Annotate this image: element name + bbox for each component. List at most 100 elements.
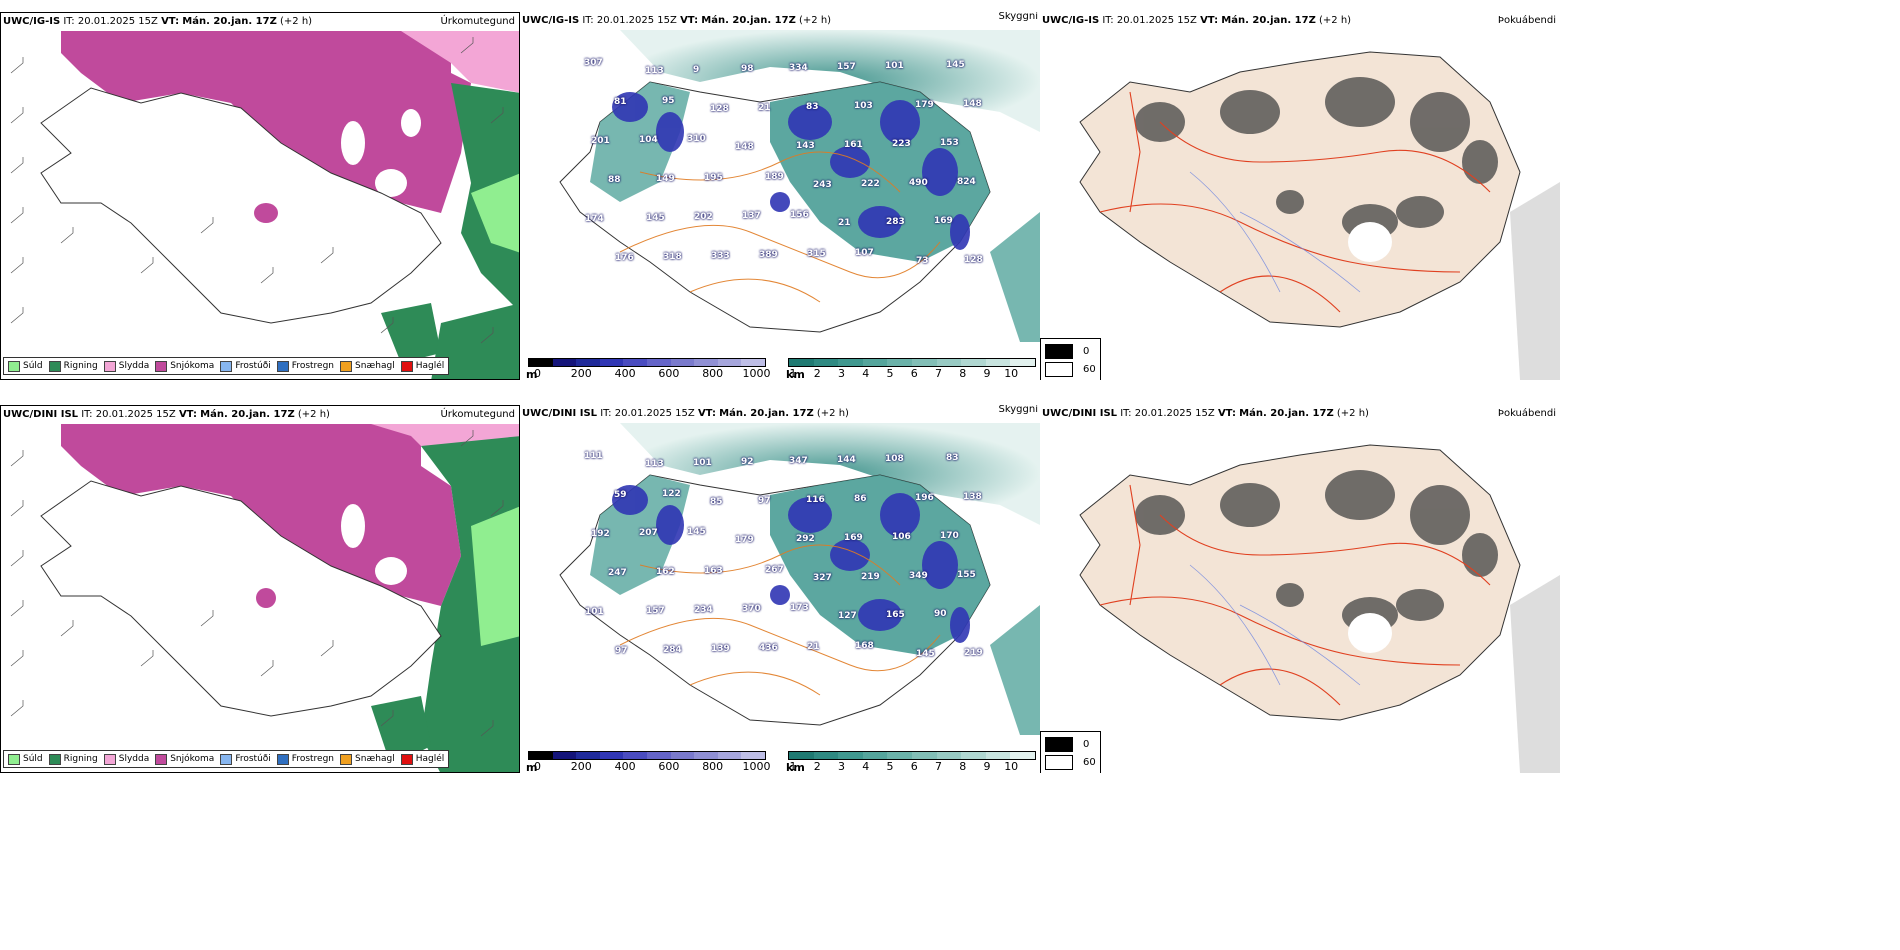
legend-item: Snæhagl	[340, 753, 395, 765]
cloud-base-label: 144	[837, 455, 856, 465]
ceiling-scale: 0 200 400 600 800 1000 m	[526, 358, 770, 380]
fog-legend: 0 60	[1040, 731, 1101, 773]
cloud-base-label: 21	[807, 642, 820, 652]
cloud-base-label: 143	[796, 141, 815, 151]
cloud-base-label: 148	[735, 142, 754, 152]
visibility-scale: 1 2 3 4 5 6 7 8 9 10 km	[786, 358, 1036, 380]
cloud-base-label: 137	[742, 211, 761, 221]
legend-item: Súld	[8, 360, 43, 372]
colorbar-swatch	[936, 752, 962, 759]
colorbar-tick: 2	[813, 760, 821, 773]
ceiling-colorbar	[528, 358, 766, 367]
colorbar-swatch	[552, 359, 577, 366]
vt-value: Mán. 20.jan. 17Z	[1239, 408, 1334, 419]
cloud-base-label: 113	[645, 459, 664, 469]
cloud-panel-row1: UWC/IG-IS IT: 20.01.2025 15Z VT: Mán. 20…	[520, 12, 1040, 380]
colorbar-tick: 9	[983, 367, 991, 380]
colorbar-swatch	[670, 359, 695, 366]
cloud-base-label: 83	[946, 453, 959, 463]
cloud-base-label: 95	[662, 96, 675, 106]
vt-label: VT:	[1200, 15, 1219, 26]
cloud-base-label: 310	[687, 134, 706, 144]
cloud-value-labels: 307 113 9 98 334 157 101 145 81 95 128 21 83 103 179 14…	[520, 12, 1040, 342]
cloud-base-label: 173	[790, 603, 809, 613]
model-name: UWC/DINI ISL	[522, 408, 598, 419]
cloud-base-label: 106	[892, 532, 911, 542]
visibility-ticks: 1 2 3 4 5 6 7 8 9 10	[788, 367, 1036, 380]
colorbar-tick: 3	[837, 367, 845, 380]
cloud-base-label: 292	[796, 534, 815, 544]
visibility-scale: 1 2 3 4 5 6 7 8 9 10 km	[786, 751, 1036, 773]
cloud-base-label: 155	[957, 570, 976, 580]
legend-item: Frostregn	[276, 360, 334, 372]
vt-value: Mán. 20.jan. 17Z	[719, 408, 814, 419]
panel-title: Þokuábendi	[1497, 408, 1556, 419]
colorbar-swatch	[789, 359, 814, 366]
vt-label: VT:	[697, 408, 716, 419]
cloud-base-label: 127	[838, 611, 857, 621]
cloud-base-label: 128	[710, 104, 729, 114]
panel-header: UWC/IG-IS IT: 20.01.2025 15Z VT: Mán. 20…	[520, 12, 1040, 30]
cloud-base-label: 327	[813, 573, 832, 583]
cloud-base-label: 169	[934, 216, 953, 226]
cloud-base-label: 85	[710, 497, 723, 507]
legend-item: Haglél	[400, 753, 444, 765]
vt-label: VT:	[1217, 408, 1236, 419]
cloud-base-label: 163	[704, 566, 723, 576]
colorbar-swatch	[887, 752, 912, 759]
colorbar-swatch	[694, 752, 718, 759]
colorbar-tick: 0	[534, 367, 542, 380]
panel-header: UWC/DINI ISL IT: 20.01.2025 15Z VT: Mán.…	[1, 406, 519, 424]
legend-item: Haglél	[400, 360, 444, 372]
lead-time: (+2 h)	[1319, 15, 1352, 26]
cloud-base-label: 284	[663, 645, 682, 655]
model-name: UWC/DINI ISL	[3, 409, 79, 420]
cloud-base-label: 490	[909, 178, 928, 188]
cloud-base-label: 98	[741, 64, 754, 74]
cloud-base-label: 145	[646, 213, 665, 223]
legend-item: Slydda	[103, 360, 149, 372]
ceiling-colorbar	[528, 751, 766, 760]
colorbar-tick: 600	[658, 760, 680, 773]
cloud-base-label: 165	[886, 610, 905, 620]
colorbar-swatch	[623, 752, 647, 759]
cloud-base-label: 101	[885, 61, 904, 71]
ceiling-scale: 0 200 400 600 800 1000 m	[526, 751, 770, 773]
cloud-base-label: 267	[765, 565, 784, 575]
legend-item: Súld	[8, 753, 43, 765]
it-value: 20.01.2025 15Z	[596, 15, 677, 26]
cloud-base-label: 145	[916, 649, 935, 659]
cloud-base-label: 824	[957, 177, 976, 187]
it-label: IT:	[63, 16, 75, 27]
colorbar-swatch	[813, 752, 839, 759]
cloud-base-label: 122	[662, 489, 681, 499]
panel-header: UWC/DINI ISL IT: 20.01.2025 15Z VT: Mán.…	[520, 405, 1040, 423]
colorbar-tick: 7	[934, 760, 942, 773]
cloud-base-label: 207	[639, 528, 658, 538]
model-name: UWC/IG-IS	[3, 16, 61, 27]
cloud-base-label: 176	[615, 253, 634, 263]
colorbar-tick: 4	[862, 760, 870, 773]
cloud-base-label: 349	[909, 571, 928, 581]
cloud-base-label: 157	[837, 62, 856, 72]
legend-item: Frostregn	[276, 753, 334, 765]
cloud-base-label: 196	[915, 493, 934, 503]
colorbar-tick: 10	[1004, 367, 1019, 380]
it-label: IT:	[582, 15, 594, 26]
vt-label: VT:	[178, 409, 197, 420]
colorbar-swatch	[862, 752, 888, 759]
vt-value: Mán. 20.jan. 17Z	[200, 409, 295, 420]
cloud-base-label: 189	[765, 172, 784, 182]
lead-time: (+2 h)	[816, 408, 849, 419]
panel-title: Úrkomutegund	[440, 409, 515, 420]
cloud-base-label: 192	[591, 529, 610, 539]
cloud-base-label: 162	[656, 567, 675, 577]
cloud-base-label: 97	[615, 646, 628, 656]
fog-map	[1079, 51, 1560, 380]
colorbar-tick: 600	[658, 367, 680, 380]
colorbar-tick: 400	[614, 760, 636, 773]
cloud-base-label: 73	[916, 256, 929, 266]
colorbar-tick: 1	[789, 760, 797, 773]
colorbar-swatch	[599, 359, 624, 366]
cloud-base-label: 219	[861, 572, 880, 582]
